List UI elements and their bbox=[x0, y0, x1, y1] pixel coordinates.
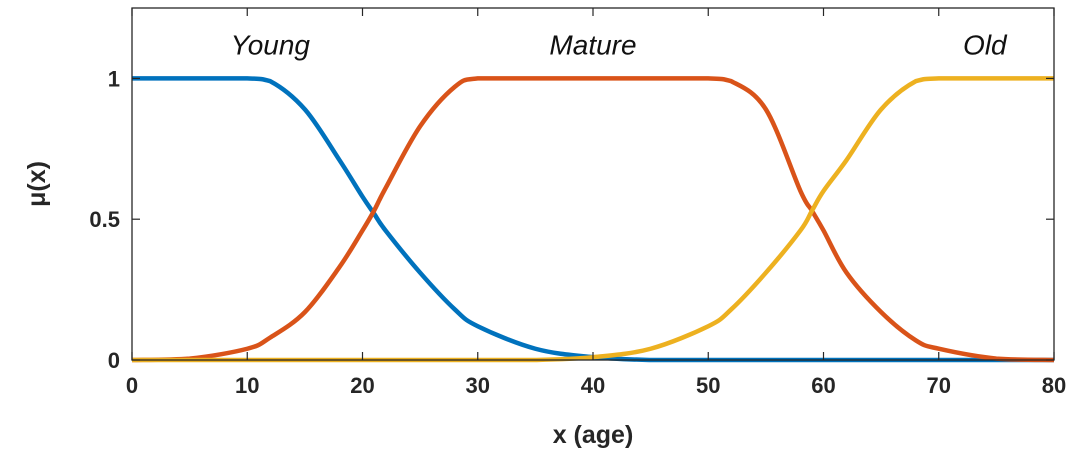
x-tick-label: 20 bbox=[350, 373, 374, 398]
plot-area bbox=[132, 8, 1054, 360]
x-tick-label: 70 bbox=[927, 373, 951, 398]
y-tick-label: 0 bbox=[108, 348, 120, 373]
x-tick-label: 40 bbox=[581, 373, 605, 398]
y-axis-ticks: 00.51 bbox=[89, 66, 1054, 373]
y-tick-label: 1 bbox=[108, 66, 120, 91]
annotation-old: Old bbox=[963, 30, 1008, 61]
series-line-mature bbox=[131, 76, 1055, 363]
x-tick-label: 0 bbox=[126, 373, 138, 398]
x-tick-label: 30 bbox=[466, 373, 490, 398]
y-tick-label: 0.5 bbox=[89, 207, 120, 232]
x-tick-label: 60 bbox=[811, 373, 835, 398]
x-tick-label: 50 bbox=[696, 373, 720, 398]
x-tick-label: 80 bbox=[1042, 373, 1066, 398]
x-axis-ticks: 0 10 20 30 40 50 60 70 80 bbox=[126, 8, 1066, 398]
x-tick-label: 10 bbox=[235, 373, 259, 398]
annotation-mature: Mature bbox=[549, 30, 636, 61]
annotation-young: Young bbox=[231, 30, 311, 61]
x-axis-title: x (age) bbox=[553, 421, 634, 449]
curve-annotations: Young Mature Old bbox=[231, 30, 1008, 61]
y-axis-title: μ(x) bbox=[23, 161, 51, 207]
